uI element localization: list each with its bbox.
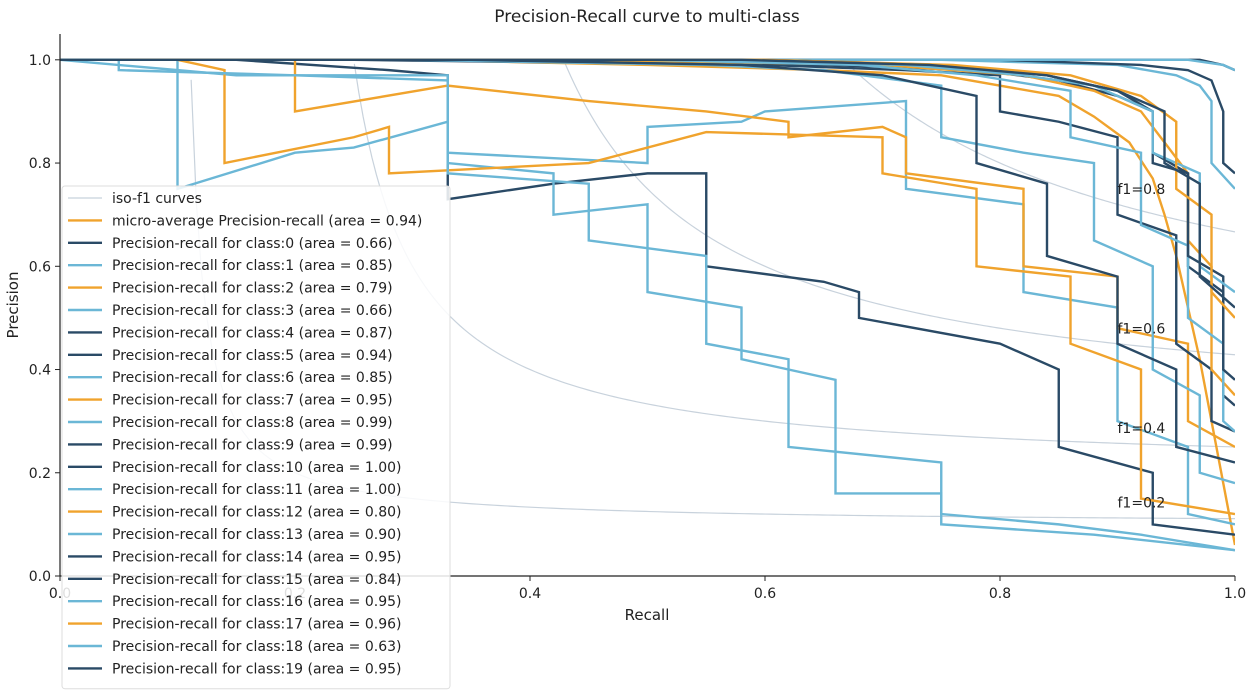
plot-area: 0.0 0.2 0.4 0.6 0.8 1.0 0.0 0.2 0.4 0.6 0.8 1.0 f1…: [29, 34, 1246, 602]
legend-label: iso-f1 curves: [112, 191, 202, 207]
legend-label: Precision-recall for class:9 (area = 0.9…: [112, 437, 393, 453]
legend-box: [61, 185, 451, 690]
legend-label: micro-average Precision-recall (area = 0…: [112, 213, 422, 229]
iso-f1-labels: f1=0.2 f1=0.4 f1=0.6 f1=0.8: [1118, 182, 1166, 512]
legend-label: Precision-recall for class:8 (area = 0.9…: [112, 415, 393, 431]
legend-label: Precision-recall for class:3 (area = 0.6…: [112, 303, 393, 319]
series-line-2: [60, 58, 1235, 526]
legend-label: Precision-recall for class:10 (area = 1.…: [112, 460, 401, 476]
x-tick-label: 0.6: [754, 586, 776, 602]
legend-label: Precision-recall for class:6 (area = 0.8…: [112, 370, 393, 386]
legend-label: Precision-recall for class:12 (area = 0.…: [112, 505, 401, 521]
legend: iso-f1 curves micro-average Precision-rec…: [61, 185, 451, 690]
chart-title: Precision-Recall curve to multi-class: [494, 7, 800, 27]
legend-label: Precision-recall for class:2 (area = 0.7…: [112, 281, 393, 297]
x-tick-label: 0.8: [989, 586, 1011, 602]
legend-label: Precision-recall for class:18 (area = 0.…: [112, 639, 401, 655]
legend-label: Precision-recall for class:19 (area = 0.…: [112, 661, 401, 677]
iso-f1-curve: [563, 60, 1235, 356]
iso-f1-label: f1=0.8: [1118, 182, 1166, 198]
legend-label: Precision-recall for class:1 (area = 0.8…: [112, 258, 393, 274]
legend-label: Precision-recall for class:0 (area = 0.6…: [112, 236, 393, 252]
iso-f1-label: f1=0.2: [1118, 496, 1166, 512]
legend-label: Precision-recall for class:13 (area = 0.…: [112, 527, 401, 543]
x-tick-label: 1.0: [1224, 586, 1246, 602]
iso-f1-curve: [843, 59, 1235, 233]
legend-label: Precision-recall for class:11 (area = 1.…: [112, 482, 401, 498]
series-line-20: [60, 58, 1235, 309]
series-line-3: [60, 58, 1235, 449]
x-tick-label: 0.4: [519, 586, 541, 602]
legend-label: Precision-recall for class:5 (area = 0.9…: [112, 348, 393, 364]
legend-label: Precision-recall for class:17 (area = 0.…: [112, 617, 401, 633]
legend-label: Precision-recall for class:15 (area = 0.…: [112, 572, 401, 588]
y-tick-label: 0.4: [29, 363, 51, 379]
y-tick-label: 0.2: [29, 466, 51, 482]
legend-label: Precision-recall for class:7 (area = 0.9…: [112, 393, 393, 409]
legend-label: Precision-recall for class:16 (area = 0.…: [112, 594, 401, 610]
series-line-13: [60, 58, 1235, 516]
iso-f1-curve: [353, 63, 1235, 448]
y-tick-label: 0.0: [29, 569, 51, 585]
legend-label: Precision-recall for class:4 (area = 0.8…: [112, 325, 393, 341]
y-axis-label: Precision: [4, 272, 22, 339]
series-line-9: [60, 58, 1235, 190]
y-tick-label: 1.0: [29, 53, 51, 69]
iso-f1-label: f1=0.6: [1118, 321, 1166, 337]
series-layer: [60, 58, 1235, 552]
y-tick-label: 0.8: [29, 156, 51, 172]
series-line-16: [60, 58, 1235, 464]
y-ticks: 0.0 0.2 0.4 0.6 0.8 1.0: [29, 53, 60, 585]
x-axis-label: Recall: [625, 606, 670, 624]
legend-label: Precision-recall for class:14 (area = 0.…: [112, 549, 401, 565]
series-line-5: [60, 58, 1235, 433]
series-line-19: [60, 58, 1235, 552]
iso-f1-label: f1=0.4: [1118, 421, 1166, 437]
y-tick-label: 0.6: [29, 259, 51, 275]
